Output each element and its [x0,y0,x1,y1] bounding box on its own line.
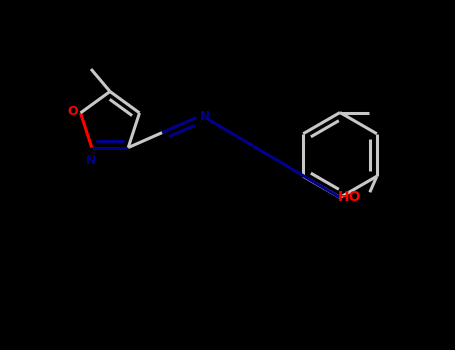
Text: HO: HO [337,190,361,204]
Text: O: O [67,105,78,118]
Text: N: N [200,110,211,123]
Text: N: N [86,154,96,167]
